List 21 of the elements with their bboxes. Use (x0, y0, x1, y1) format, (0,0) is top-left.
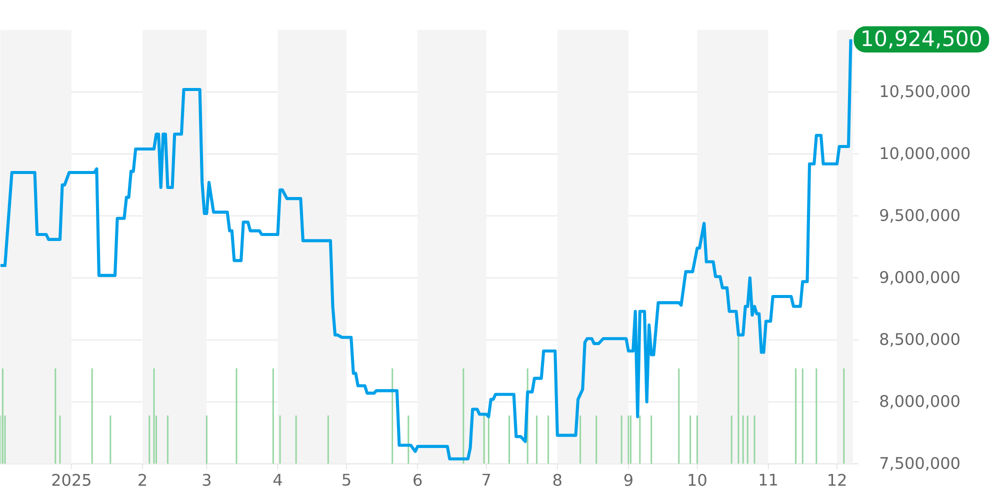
annotation: 10,924,500 (862, 30, 982, 49)
x-tick-label: 5 (342, 474, 350, 486)
y-tick-label: 7,500,000 (880, 457, 960, 471)
x-tick-label: 2025 (52, 474, 90, 486)
y-tick-label: 9,500,000 (880, 209, 960, 223)
y-tick-label: 8,500,000 (880, 333, 960, 347)
x-tick-label: 4 (273, 474, 282, 486)
x-tick-label: 11 (760, 474, 777, 486)
x-tick-label: 2 (138, 474, 146, 486)
y-tick-label: 8,000,000 (880, 395, 960, 409)
y-tick-label: 9,000,000 (880, 271, 960, 285)
x-tick-label: 10 (688, 474, 706, 486)
x-tick-label: 3 (202, 474, 210, 486)
y-tick-label: 10,500,000 (880, 85, 970, 99)
x-tick-label: 6 (414, 474, 422, 486)
x-tick-label: 12 (828, 474, 846, 486)
x-tick-label: 7 (482, 474, 490, 486)
x-tick-label: 9 (624, 474, 632, 486)
x-tick-label: 8 (553, 474, 562, 486)
line-series (0, 38, 852, 460)
y-tick-label: 10,000,000 (880, 147, 970, 161)
